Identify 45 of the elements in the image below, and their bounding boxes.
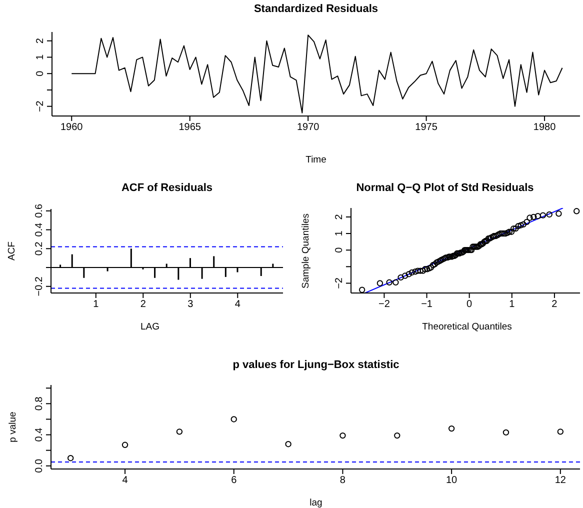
chart-title: p values for Ljung−Box statistic [232,359,400,371]
y-tick-label: 1 [334,230,345,236]
y-tick-label: −0.2 [34,276,45,296]
y-tick-label: 0.4 [34,222,45,237]
x-tick-label: 1965 [178,122,202,134]
y-tick-label: 0.8 [34,396,45,411]
x-tick-label: 2 [552,299,558,310]
chart-title: Standardized Residuals [254,3,378,15]
x-tick-label: 1975 [415,122,438,134]
x-tick-label: 1960 [60,122,84,134]
y-tick-label: 0.6 [34,204,45,218]
x-axis-title: Theoretical Quantiles [422,322,512,332]
x-tick-label: 10 [446,475,458,486]
y-tick-label: 0 [334,246,345,253]
x-axis-title: LAG [140,322,160,332]
y-axis-title: p value [8,412,18,442]
y-tick-label: 2 [334,214,345,220]
x-tick-label: 8 [340,475,346,486]
y-axis-title: Sample Quantiles [300,214,312,288]
y-tick-label: 0.4 [34,427,45,442]
chart-title: Normal Q−Q Plot of Std Residuals [356,182,534,194]
x-tick-label: 1 [509,299,516,310]
y-tick-label: −2 [35,100,46,112]
y-tick-label: 2 [35,38,46,44]
x-tick-label: 4 [234,299,241,310]
x-tick-label: 3 [188,299,194,310]
y-axis-title: ACF [6,242,18,260]
x-tick-label: 0 [466,299,473,310]
x-axis-title: lag [310,498,322,508]
x-tick-label: 6 [231,475,238,486]
x-tick-label: 1980 [533,122,556,134]
y-tick-label: 0.0 [34,458,45,473]
x-tick-label: −2 [378,299,390,310]
x-tick-label: −1 [421,299,433,310]
y-tick-label: 0.2 [34,241,45,256]
x-tick-label: 1 [93,299,100,310]
x-axis-title: Time [306,154,326,166]
y-tick-label: 0 [35,70,46,76]
x-tick-label: 4 [122,475,128,486]
x-tick-label: 12 [554,475,566,486]
y-tick-label: 1 [35,54,46,60]
x-tick-label: 1970 [296,122,320,134]
chart-title: ACF of Residuals [121,182,213,194]
y-tick-label: −2 [334,277,345,289]
x-tick-label: 2 [140,299,146,310]
